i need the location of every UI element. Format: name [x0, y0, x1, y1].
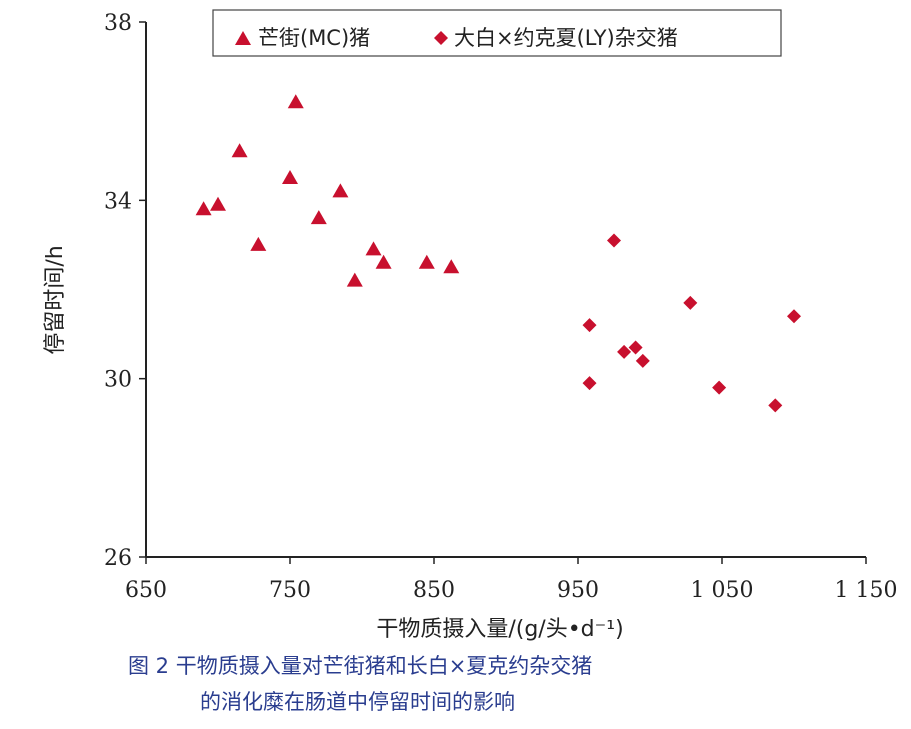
mc-data-point	[310, 210, 327, 225]
legend-label-mc: 芒街(MC)猪	[258, 26, 370, 50]
ly-data-point	[712, 380, 727, 395]
legend: 芒街(MC)猪 大白×约克夏(LY)杂交猪	[212, 9, 782, 57]
mc-data-point	[365, 241, 382, 256]
axes	[145, 22, 866, 558]
y-tick-label: 34	[104, 189, 132, 214]
legend-triangle-icon	[235, 31, 251, 45]
mc-data-point	[210, 196, 226, 211]
y-axis-title: 停留时间/h	[43, 245, 68, 354]
ly-data-point	[768, 398, 783, 413]
ly-data-point	[683, 295, 698, 310]
mc-data-point	[346, 272, 363, 287]
y-tick-label: 26	[104, 546, 132, 571]
ly-data-point	[582, 376, 597, 391]
mc-data-point	[443, 259, 460, 274]
x-tick-label: 850	[413, 578, 455, 603]
ly-data-point	[635, 353, 650, 368]
data-points	[195, 94, 801, 413]
ly-data-point	[582, 318, 597, 333]
mc-data-point	[195, 201, 212, 216]
ly-data-point	[607, 233, 621, 248]
mc-data-point	[231, 143, 248, 158]
x-tick-label: 750	[269, 578, 311, 603]
x-tick-label: 1 050	[691, 578, 754, 603]
figure-caption-line-1: 图 2 干物质摄入量对芒街猪和长白×夏克约杂交猪	[128, 654, 593, 678]
legend-diamond-icon	[434, 31, 448, 45]
mc-data-point	[287, 94, 304, 109]
mc-data-point	[375, 254, 392, 269]
ly-data-point	[628, 340, 643, 355]
legend-label-ly: 大白×约克夏(LY)杂交猪	[454, 26, 678, 50]
y-tick-label: 38	[104, 11, 132, 36]
x-axis-title: 干物质摄入量/(g/头•d⁻¹)	[376, 617, 623, 642]
mc-data-point	[250, 236, 267, 251]
ticks: 650 750 850 950 1 050 1 150 26 30 34 38	[104, 11, 897, 603]
mc-data-point	[282, 170, 298, 185]
ly-data-point	[787, 309, 801, 324]
x-tick-label: 950	[557, 578, 599, 603]
y-tick-label: 30	[104, 368, 132, 393]
legend-box	[212, 9, 782, 57]
x-tick-label: 1 150	[835, 578, 898, 603]
ly-data-point	[617, 344, 632, 359]
x-tick-label: 650	[125, 578, 167, 603]
figure-caption-line-2: 的消化糜在肠道中停留时间的影响	[200, 690, 515, 714]
mc-data-point	[332, 183, 349, 198]
mc-data-point	[418, 254, 435, 269]
